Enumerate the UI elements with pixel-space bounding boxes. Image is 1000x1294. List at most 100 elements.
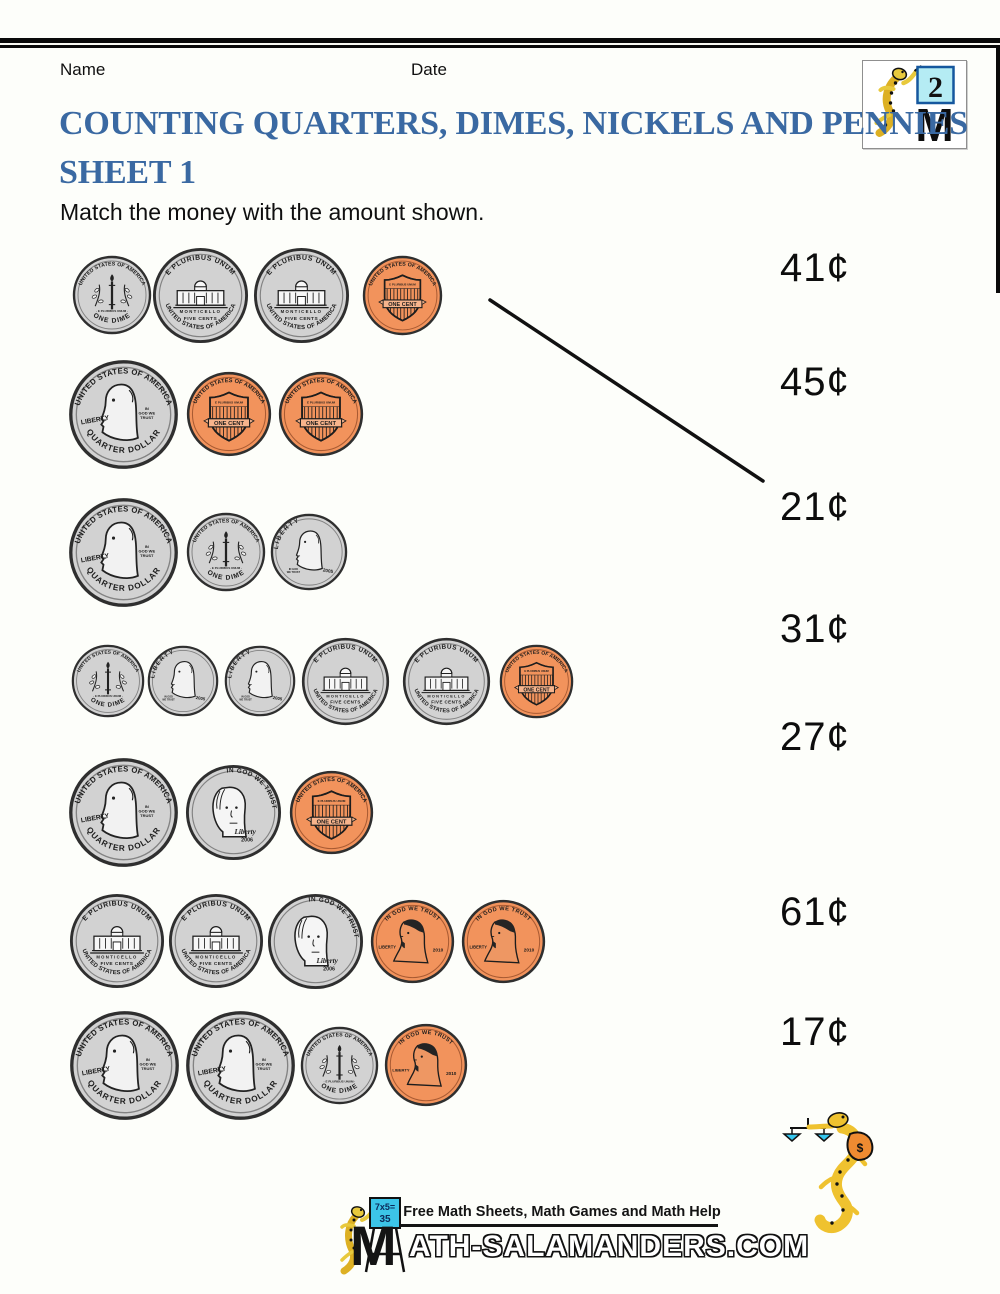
svg-text:MONTICELLO: MONTICELLO — [326, 693, 364, 698]
svg-text:UNITED STATES OF AMERICA: UNITED STATES OF AMERICA — [73, 764, 174, 805]
svg-text:E PLURIBUS UNUM: E PLURIBUS UNUM — [307, 400, 336, 404]
coin-dime-back: UNITED STATES OF AMERICA ONE DIME· E PLUR… — [71, 644, 145, 718]
svg-text:ONE CENT: ONE CENT — [388, 302, 417, 308]
svg-text:LIBERTY: LIBERTY — [81, 1065, 111, 1077]
footer-tagline: Free Math Sheets, Math Games and Math He… — [403, 1204, 721, 1220]
svg-text:ONE DIME: ONE DIME — [320, 1082, 360, 1095]
svg-text:UNITED STATES OF AMERICA: UNITED STATES OF AMERICA — [190, 1017, 291, 1058]
svg-text:ONE CENT: ONE CENT — [306, 421, 337, 427]
svg-text:2005: 2005 — [322, 567, 333, 574]
salamander-arm — [901, 68, 919, 86]
svg-text:E PLURIBUS UNUM: E PLURIBUS UNUM — [413, 643, 479, 664]
amount-option: 17¢ — [780, 1010, 850, 1054]
svg-text:FIVE CENTS: FIVE CENTS — [431, 699, 462, 704]
coin-nickel-back: E PLURIBUS UNUM UNITED STATES OF AMERICAM… — [152, 247, 249, 343]
salamander-arm — [806, 1123, 835, 1130]
svg-text:IN GOD WE TRUST: IN GOD WE TRUST — [226, 767, 277, 809]
number-board — [916, 65, 955, 105]
svg-text:QUARTER DOLLAR: QUARTER DOLLAR — [85, 565, 163, 593]
svg-text:TRUST: TRUST — [140, 552, 154, 557]
svg-text:TRUST: TRUST — [141, 1065, 155, 1070]
svg-text:LIBERTY: LIBERTY — [80, 414, 110, 426]
svg-text:MONTICELLO: MONTICELLO — [180, 308, 222, 313]
svg-text:UNITED STATES OF AMERICA: UNITED STATES OF AMERICA — [163, 302, 237, 331]
svg-text:GOD WE: GOD WE — [139, 410, 156, 415]
svg-text:E PLURIBUS UNUM: E PLURIBUS UNUM — [318, 798, 346, 802]
money-salamander-mascot: $ — [782, 1112, 874, 1234]
coin-quarter: UNITED STATES OF AMERICA QUARTER DOLLARLI… — [69, 359, 178, 469]
board-answer: 35 — [379, 1214, 391, 1225]
svg-text:QUARTER DOLLAR: QUARTER DOLLAR — [202, 1078, 280, 1106]
svg-text:E PLURIBUS UNUM: E PLURIBUS UNUM — [180, 900, 251, 922]
svg-text:FIVE CENTS: FIVE CENTS — [330, 699, 361, 704]
coin-nickel-front: IN GOD WE TRUST Liberty 2006 — [267, 893, 364, 989]
svg-text:IN GOD WE TRUST: IN GOD WE TRUST — [398, 1030, 454, 1047]
coin-quarter: UNITED STATES OF AMERICA QUARTER DOLLARLI… — [70, 1010, 179, 1120]
worksheet-title: COUNTING QUARTERS, DIMES, NICKELS AND PE… — [59, 105, 968, 142]
amount-option: 31¢ — [780, 607, 850, 651]
svg-text:UNITED STATES OF AMERICA: UNITED STATES OF AMERICA — [412, 688, 480, 714]
svg-text:· E PLURIBUS UNUM ·: · E PLURIBUS UNUM · — [210, 566, 242, 570]
svg-text:IN GOD WE TRUST: IN GOD WE TRUST — [308, 896, 359, 938]
svg-text:UNITED STATES OF AMERICA: UNITED STATES OF AMERICA — [306, 1032, 374, 1057]
svg-text:MONTICELLO: MONTICELLO — [281, 308, 323, 313]
svg-text:2010: 2010 — [524, 947, 535, 952]
svg-text:QUARTER DOLLAR: QUARTER DOLLAR — [86, 1078, 164, 1106]
svg-text:E PLURIBUS UNUM: E PLURIBUS UNUM — [389, 282, 416, 286]
svg-text:E PLURIBUS UNUM: E PLURIBUS UNUM — [165, 254, 237, 276]
svg-text:E PLURIBUS UNUM: E PLURIBUS UNUM — [312, 643, 378, 664]
svg-text:UNITED STATES OF AMERICA: UNITED STATES OF AMERICA — [76, 650, 140, 674]
svg-text:WE TRUST: WE TRUST — [162, 698, 175, 701]
svg-text:FIVE CENTS: FIVE CENTS — [184, 315, 218, 321]
date-label: Date — [411, 60, 447, 79]
amount-option: 27¢ — [780, 715, 850, 759]
site-name: ATH-SALAMANDERS.COM — [409, 1230, 810, 1263]
coin-nickel-front: IN GOD WE TRUST Liberty 2006 — [185, 764, 282, 860]
svg-text:UNITED STATES OF AMERICA: UNITED STATES OF AMERICA — [504, 649, 569, 673]
site-logo-m: M — [350, 1214, 397, 1277]
svg-text:IN: IN — [145, 406, 149, 411]
svg-text:LIBERTY: LIBERTY — [197, 1065, 227, 1077]
math-board — [369, 1197, 401, 1229]
svg-text:E PLURIBUS UNUM: E PLURIBUS UNUM — [215, 400, 244, 404]
svg-text:E PLURIBUS UNUM: E PLURIBUS UNUM — [524, 669, 548, 673]
svg-text:UNITED STATES OF AMERICA: UNITED STATES OF AMERICA — [192, 518, 261, 543]
svg-text:TRUST: TRUST — [140, 414, 154, 419]
svg-text:GOD WE: GOD WE — [256, 1061, 273, 1066]
amount-option: 41¢ — [780, 246, 850, 290]
svg-text:FIVE CENTS: FIVE CENTS — [200, 961, 233, 967]
svg-text:LIBERTY: LIBERTY — [80, 552, 110, 564]
svg-text:2010: 2010 — [446, 1071, 457, 1076]
svg-text:IN: IN — [145, 804, 149, 809]
svg-text:ONE DIME: ONE DIME — [89, 696, 127, 708]
svg-text:LIBERTY: LIBERTY — [80, 812, 110, 824]
svg-text:MONTICELLO: MONTICELLO — [96, 954, 137, 959]
svg-text:UNITED STATES OF AMERICA: UNITED STATES OF AMERICA — [368, 261, 437, 287]
svg-text:GOD WE: GOD WE — [139, 548, 156, 553]
svg-text:ONE CENT: ONE CENT — [317, 819, 347, 825]
badge-number: 2 — [928, 71, 943, 104]
svg-text:UNITED STATES OF AMERICA: UNITED STATES OF AMERICA — [284, 378, 357, 405]
svg-text:ONE CENT: ONE CENT — [214, 421, 245, 427]
svg-text:LIBERTY: LIBERTY — [470, 944, 488, 949]
svg-text:· E PLURIBUS UNUM ·: · E PLURIBUS UNUM · — [93, 694, 123, 698]
svg-text:MONTICELLO: MONTICELLO — [195, 954, 236, 959]
svg-text:GOD WE: GOD WE — [140, 1061, 157, 1066]
svg-text:IN: IN — [146, 1057, 150, 1062]
coin-quarter: UNITED STATES OF AMERICA QUARTER DOLLARLI… — [186, 1010, 295, 1120]
salamander-body — [875, 73, 902, 137]
svg-text:2006: 2006 — [241, 837, 253, 843]
svg-text:2010: 2010 — [433, 947, 444, 952]
svg-text:IN GOD: IN GOD — [289, 567, 298, 571]
amount-option: 21¢ — [780, 485, 850, 529]
footer-salamander-easel: 7x5= 35 — [340, 1197, 406, 1275]
amount-option: 45¢ — [780, 360, 850, 404]
